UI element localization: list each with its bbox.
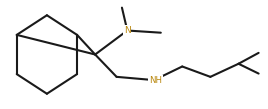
Text: N: N xyxy=(124,26,131,35)
Text: NH: NH xyxy=(149,76,162,85)
